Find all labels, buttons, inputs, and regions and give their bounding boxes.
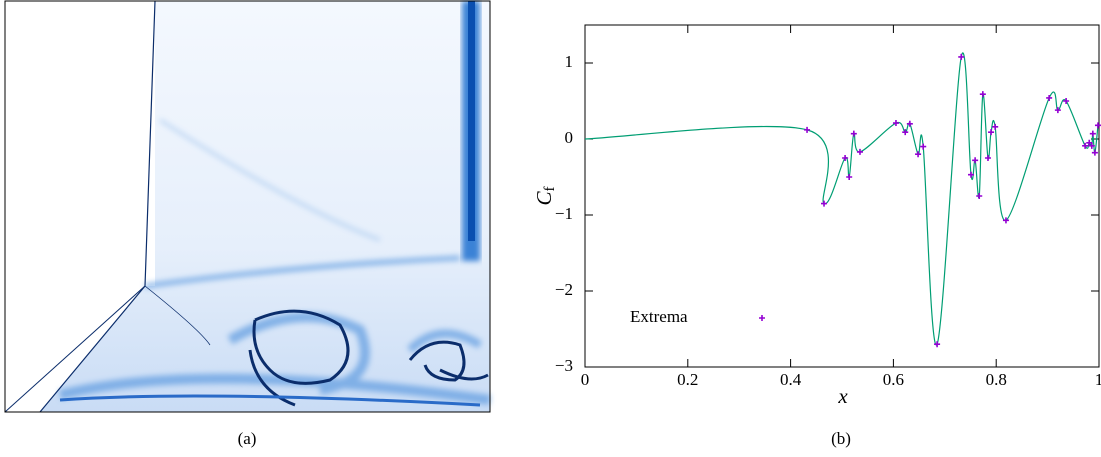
legend-label: Extrema (630, 307, 688, 326)
extremum-point (1091, 149, 1098, 156)
extremum-point (1086, 139, 1093, 146)
extremum-point (992, 123, 999, 130)
extremum-point (821, 200, 828, 207)
extremum-point (934, 341, 941, 348)
plot-frame (584, 24, 1100, 368)
extremum-point (804, 126, 811, 133)
extremum-point (988, 129, 995, 136)
x-tick-label: 0 (581, 370, 590, 389)
x-tick-label: 1 (1095, 370, 1101, 389)
extremum-point (1082, 142, 1089, 149)
extremum-point (850, 130, 857, 137)
extremum-point (1002, 217, 1009, 224)
line (584, 52, 1099, 346)
extremum-point (902, 129, 909, 136)
extremum-point (1046, 94, 1053, 101)
caption: (b) (831, 429, 851, 448)
extremum-point (958, 53, 965, 60)
y-tick-label: −2 (555, 280, 573, 299)
extremum-point (915, 151, 922, 158)
y-tick-label: −3 (555, 356, 573, 375)
caption: (a) (238, 429, 257, 448)
x-tick-label: 0.2 (677, 370, 698, 389)
y-tick-label: −1 (555, 204, 573, 223)
x-tick-label: 0.4 (780, 370, 802, 389)
extremum-point (1063, 98, 1070, 104)
extremum-point (846, 174, 853, 180)
extremum-point (984, 155, 991, 161)
x-axis-label: x (837, 384, 848, 408)
extremum-point (842, 155, 849, 161)
extremum-point (892, 120, 899, 127)
extremum-point (968, 171, 975, 178)
extremum-point (1054, 107, 1061, 114)
y-axis-label-symbol: C (532, 191, 556, 206)
extremum-point (1088, 142, 1095, 149)
y-axis-label-subscript: f (542, 186, 558, 191)
extremum-point (979, 91, 986, 98)
extremum-point (972, 157, 979, 164)
extremum-point (920, 143, 927, 150)
y-tick-label: 0 (565, 128, 574, 147)
extremum-point (1089, 130, 1096, 137)
flow-image (4, 0, 491, 413)
y-axis-label: Cf (532, 186, 559, 205)
y-tick-label: 1 (565, 52, 574, 71)
extremum-point (976, 193, 983, 199)
extremum-point (856, 148, 863, 155)
legend-marker (759, 315, 765, 321)
extremum-point (1094, 122, 1101, 129)
extremum-point (906, 120, 913, 127)
x-tick-label: 0.8 (986, 370, 1007, 389)
x-tick-label: 0.6 (883, 370, 904, 389)
